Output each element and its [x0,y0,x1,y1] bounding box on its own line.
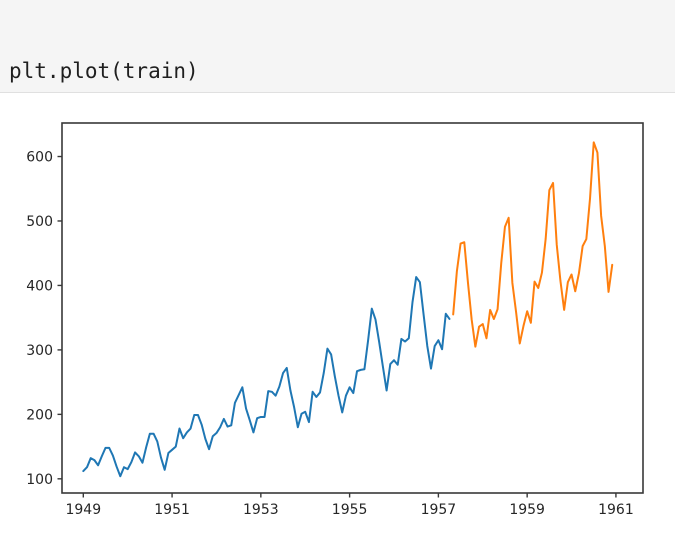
y-tick-label: 200 [26,407,53,423]
x-tick-label: 1957 [421,502,457,518]
y-tick-label: 600 [26,150,53,166]
x-tick-label: 1953 [243,502,279,518]
series-test [452,141,614,348]
y-tick-label: 500 [26,214,53,230]
y-tick-label: 100 [26,472,53,488]
x-tick-label: 1959 [509,502,545,518]
x-tick-label: 1949 [65,502,101,518]
cell-output-area: 1949 1951 1953 1955 1957 1959 1961 100 200 300 400… [0,93,675,529]
series-train [82,276,451,478]
x-tick-label: 1955 [332,502,368,518]
code-line-1: plt.plot(train) [9,59,199,83]
code-cell[interactable]: plt.plot(train) plt.plot(test) plt.show(… [0,0,675,93]
plot-border [61,122,644,494]
x-tick-label: 1951 [154,502,190,518]
y-tick-label: 300 [26,343,53,359]
x-tick-label: 1961 [598,502,634,518]
y-tick-label: 400 [26,278,53,294]
line-chart: 1949 1951 1953 1955 1957 1959 1961 100 200 300 400… [26,122,644,518]
